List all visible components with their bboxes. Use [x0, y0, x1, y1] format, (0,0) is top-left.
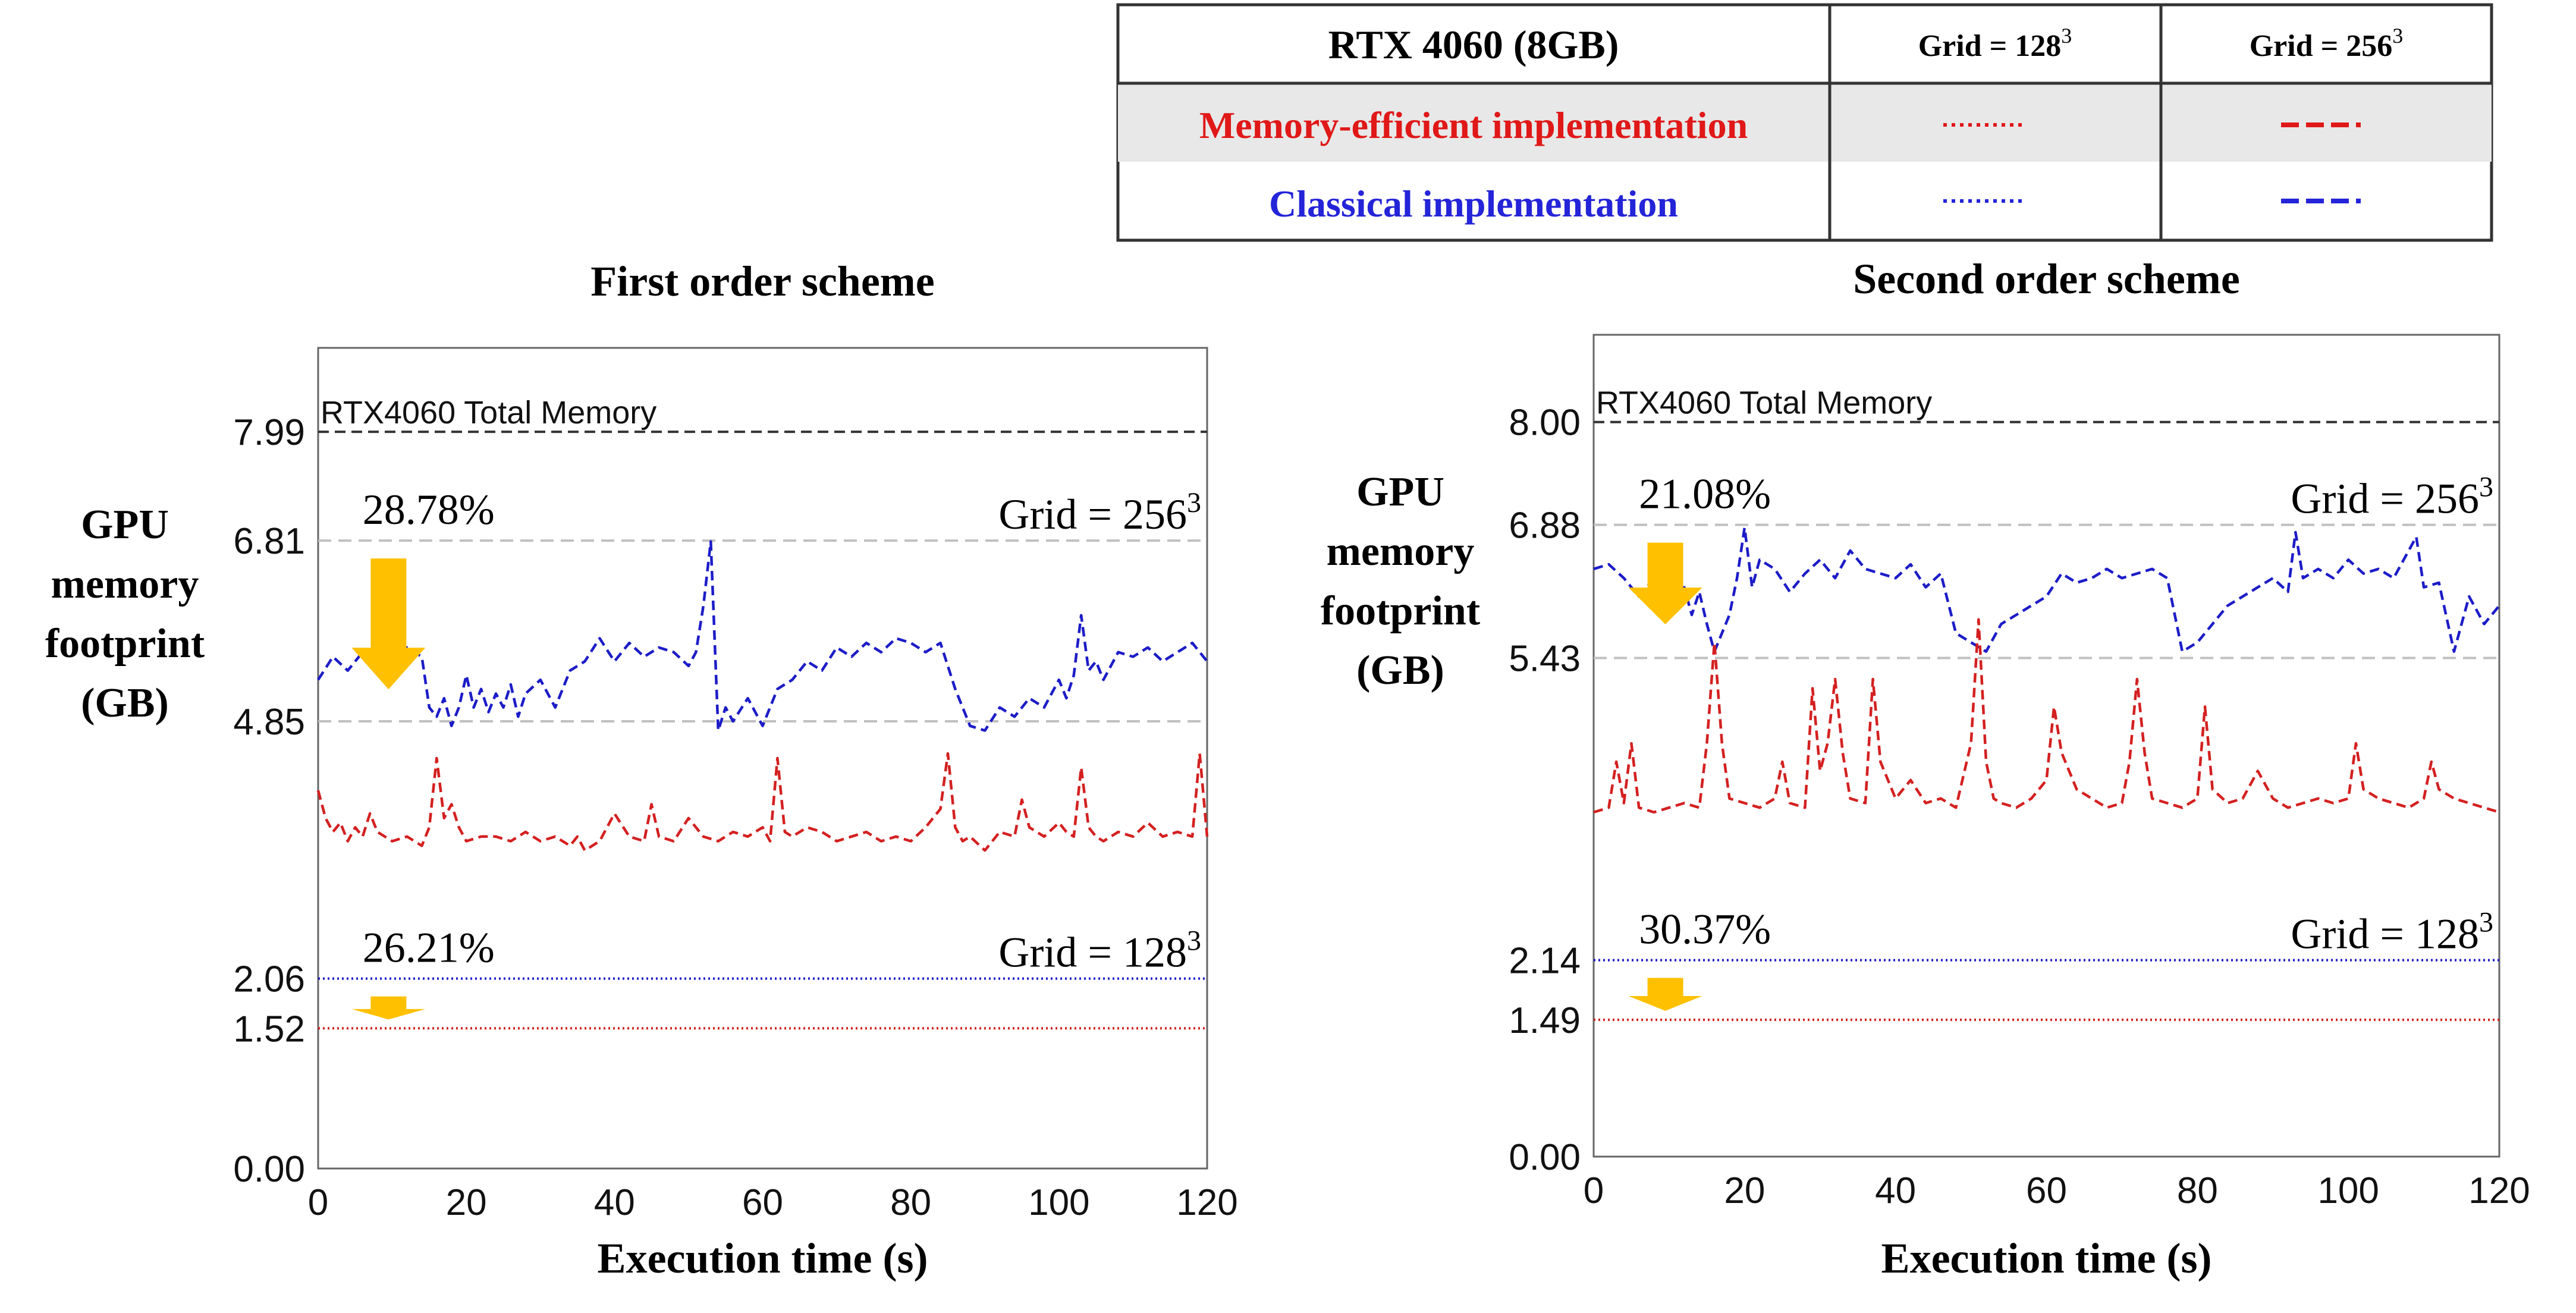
x-tick-label: 40 [594, 1182, 635, 1223]
y-axis-label: GPU [81, 502, 169, 548]
grid-size-label-256: Grid = 2563 [998, 487, 1201, 538]
x-tick-label: 100 [2317, 1170, 2379, 1211]
x-tick-label: 120 [1176, 1182, 1237, 1223]
y-tick-label: 8.00 [1509, 403, 1581, 444]
y-tick-label: 0.00 [233, 1149, 305, 1190]
legend-classical-label: Classical implementation [1269, 183, 1678, 225]
total-memory-label: RTX4060 Total Memory [1596, 385, 1932, 421]
x-tick-label: 0 [1584, 1170, 1604, 1211]
reduction-percentage: 28.78% [363, 486, 495, 533]
y-axis-label: footprint [45, 621, 205, 667]
memory-efficient-256-series-line [1593, 618, 2500, 814]
classical-256-series-line [1593, 526, 2500, 653]
chart-title: Second order scheme [1853, 255, 2240, 303]
memory-efficient-256-series-line [316, 752, 1209, 852]
x-tick-label: 40 [1875, 1170, 1916, 1211]
y-tick-label: 1.49 [1509, 1000, 1581, 1041]
legend-header: RTX 4060 (8GB) [1328, 22, 1619, 67]
grid-size-label-128: Grid = 1283 [998, 925, 1201, 976]
plot-frame [317, 347, 1208, 1170]
y-tick-label: 1.52 [233, 1009, 305, 1050]
classical-256-series-line [317, 540, 1208, 732]
reduction-arrow-icon [1628, 978, 1702, 1011]
y-tick-label: 7.99 [233, 412, 305, 453]
y-tick-label: 5.43 [1509, 639, 1581, 680]
chart-second-order: Second order scheme RTX4060 Total Memory 0… [1321, 255, 2530, 1282]
y-axis-label: (GB) [81, 680, 169, 726]
x-tick-label: 60 [742, 1182, 783, 1223]
chart-first-order: First order scheme RTX4060 Total Memory 0.… [45, 257, 1238, 1282]
plot-frame [1592, 334, 2500, 1158]
reduction-arrow-icon [1628, 542, 1702, 624]
y-tick-label: 2.06 [233, 959, 305, 1000]
x-tick-label: 20 [446, 1182, 487, 1223]
y-axis-label: (GB) [1356, 648, 1444, 693]
y-tick-label: 4.85 [233, 702, 305, 743]
grid-size-label-128: Grid = 1283 [2291, 907, 2493, 958]
y-axis-label: memory [51, 561, 199, 607]
x-axis-label: Execution time (s) [598, 1235, 928, 1282]
legend-table: RTX 4060 (8GB) Grid = 1283 Grid = 2563 M… [1116, 3, 2493, 242]
x-tick-label: 120 [2468, 1170, 2530, 1211]
x-tick-label: 20 [1724, 1170, 1765, 1211]
legend-col-128: Grid = 1283 [1918, 24, 2072, 63]
chart-title: First order scheme [590, 257, 934, 305]
grid-size-label-256: Grid = 2563 [2291, 472, 2493, 523]
y-tick-label: 6.81 [233, 521, 305, 562]
y-tick-label: 2.14 [1509, 941, 1581, 982]
reduction-arrow-icon [351, 996, 426, 1020]
x-tick-label: 0 [308, 1182, 328, 1223]
reduction-arrow-icon [351, 558, 426, 690]
legend-row-highlight [1118, 83, 2492, 162]
y-axis-label: footprint [1321, 588, 1480, 634]
x-tick-label: 80 [2177, 1170, 2218, 1211]
reduction-percentage: 26.21% [363, 924, 495, 972]
reduction-percentage: 21.08% [1639, 470, 1771, 518]
reduction-percentage: 30.37% [1639, 906, 1771, 953]
legend-memory-efficient-label: Memory-efficient implementation [1199, 104, 1748, 146]
x-axis-label: Execution time (s) [1881, 1235, 2212, 1282]
x-tick-label: 100 [1028, 1182, 1089, 1223]
total-memory-label: RTX4060 Total Memory [321, 395, 656, 431]
y-axis-label: GPU [1356, 469, 1444, 515]
x-tick-label: 80 [890, 1182, 931, 1223]
x-tick-label: 60 [2026, 1170, 2067, 1211]
y-tick-label: 6.88 [1509, 505, 1581, 546]
y-tick-label: 0.00 [1509, 1137, 1581, 1178]
legend-col-256: Grid = 2563 [2250, 24, 2404, 63]
y-axis-label: memory [1327, 529, 1475, 574]
